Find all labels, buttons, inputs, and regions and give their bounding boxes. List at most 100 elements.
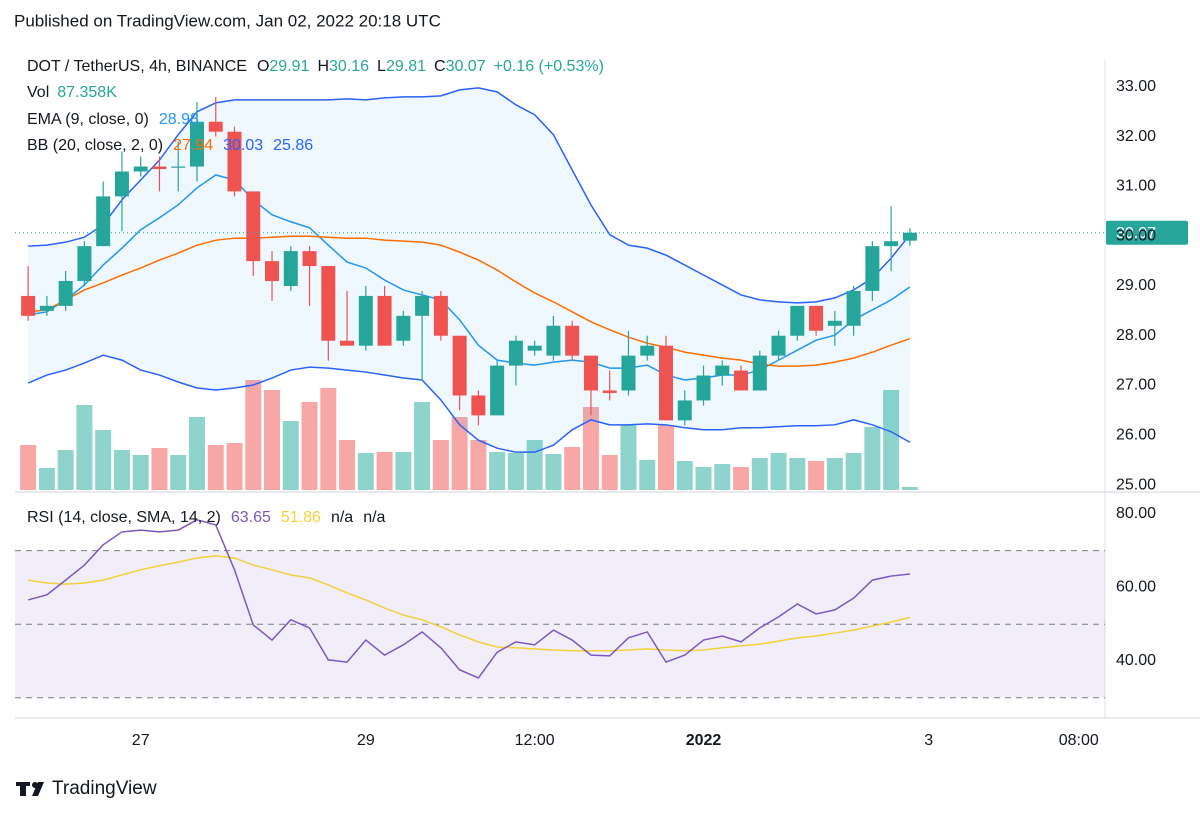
- candle-body: [546, 325, 561, 356]
- volume-bar: [95, 430, 112, 490]
- candle-body: [114, 171, 129, 197]
- candle-body: [246, 191, 261, 262]
- legend-text: 29.81: [386, 58, 426, 75]
- candle-body: [283, 251, 298, 286]
- rsi-line: [28, 555, 911, 652]
- volume-bar: [432, 440, 449, 490]
- candle-body: [302, 251, 317, 267]
- legend-text: EMA (9, close, 0): [27, 111, 149, 128]
- volume-bar: [414, 402, 431, 490]
- x-tick-label: 3: [924, 732, 933, 749]
- legend-text: 51.86: [281, 509, 321, 526]
- legend-text: Vol: [27, 84, 49, 101]
- candle-body: [490, 365, 505, 416]
- volume-bar: [789, 458, 806, 490]
- legend-text: 29.91: [269, 58, 309, 75]
- legend-text: n/a: [363, 509, 385, 526]
- candle-body: [583, 355, 598, 391]
- candle-body: [471, 395, 486, 416]
- volume-bar: [733, 467, 750, 490]
- candle-body: [39, 305, 54, 311]
- volume-bar: [582, 407, 599, 490]
- legend-text: 30.03: [223, 137, 263, 154]
- y-tick-label: 25.00: [1116, 476, 1156, 493]
- volume-bar: [132, 455, 149, 490]
- last-price-label: 30.07: [1116, 225, 1156, 242]
- volume-bar: [620, 425, 637, 490]
- candle-body: [77, 246, 92, 281]
- volume-bar: [76, 405, 93, 490]
- volume-bar: [770, 453, 787, 490]
- candle-body: [846, 290, 861, 326]
- candle-body: [527, 345, 542, 351]
- volume-bar: [264, 390, 281, 490]
- published-header: Published on TradingView.com, Jan 02, 20…: [14, 11, 441, 30]
- candle-body: [340, 340, 355, 346]
- volume-bar: [826, 458, 843, 490]
- volume-bar: [57, 450, 74, 490]
- volume-bar: [188, 417, 205, 490]
- volume-bar: [507, 453, 524, 490]
- candle-body: [621, 355, 636, 391]
- volume-bar: [751, 458, 768, 490]
- y-tick-label: 26.00: [1116, 426, 1156, 443]
- bb-fill: [28, 87, 910, 453]
- legend-text: C: [434, 58, 446, 75]
- candle-body: [377, 295, 392, 346]
- rsi-tick-label: 40.00: [1116, 652, 1156, 669]
- tv-logo: [16, 782, 44, 796]
- x-tick-label: 08:00: [1059, 732, 1099, 749]
- candle-body: [809, 305, 824, 331]
- legend-text: O: [257, 58, 269, 75]
- volume-bar: [901, 486, 918, 490]
- volume-bar: [151, 448, 168, 490]
- legend-text: DOT / TetherUS, 4h, BINANCE: [27, 58, 247, 75]
- legend-text: L: [377, 58, 386, 75]
- volume-bar: [657, 425, 674, 490]
- x-tick-label: 2022: [686, 732, 722, 749]
- volume-bar: [113, 450, 130, 490]
- volume-bar: [470, 440, 487, 490]
- candle-body: [715, 365, 730, 376]
- volume-bar: [245, 380, 262, 490]
- legend-text: RSI (14, close, SMA, 14, 2): [27, 509, 221, 526]
- candle-body: [189, 121, 204, 167]
- volume-bar: [864, 427, 881, 490]
- legend-text: 30.16: [329, 58, 369, 75]
- volume-bar: [282, 421, 299, 490]
- legend-text: BB (20, close, 2, 0): [27, 137, 163, 154]
- volume-bar: [226, 443, 243, 490]
- legend-text: 63.65: [231, 509, 271, 526]
- legend-text: 28.98: [159, 111, 199, 128]
- volume-bar: [564, 447, 581, 490]
- last-price-tag: [1106, 220, 1188, 245]
- candle-body: [227, 131, 242, 192]
- candle-body: [396, 315, 411, 341]
- candle-body: [433, 295, 448, 336]
- rsi-tick-label: 60.00: [1116, 579, 1156, 596]
- volume-bar: [451, 417, 468, 490]
- brand-name: TradingView: [52, 778, 157, 799]
- x-tick-label: 27: [132, 732, 150, 749]
- volume-bar: [376, 452, 393, 490]
- candle-body: [58, 280, 73, 306]
- candle-body: [171, 166, 186, 168]
- legend-text: H: [317, 58, 329, 75]
- y-tick-label: 30.00: [1116, 227, 1156, 244]
- y-tick-label: 33.00: [1116, 78, 1156, 95]
- candle-body: [208, 121, 223, 132]
- volume-bar: [207, 445, 224, 490]
- volume-bar: [489, 452, 506, 490]
- candle-body: [508, 340, 523, 366]
- candle-body: [358, 295, 373, 346]
- volume-bar: [883, 390, 900, 490]
- candle-body: [734, 370, 749, 391]
- volume-bar: [695, 467, 712, 490]
- y-tick-label: 28.00: [1116, 327, 1156, 344]
- x-tick-label: 12:00: [515, 732, 555, 749]
- volume-bar: [639, 460, 656, 490]
- x-tick-label: 29: [357, 732, 375, 749]
- candle-body: [827, 320, 842, 326]
- y-tick-label: 27.00: [1116, 377, 1156, 394]
- candle-body: [790, 305, 805, 336]
